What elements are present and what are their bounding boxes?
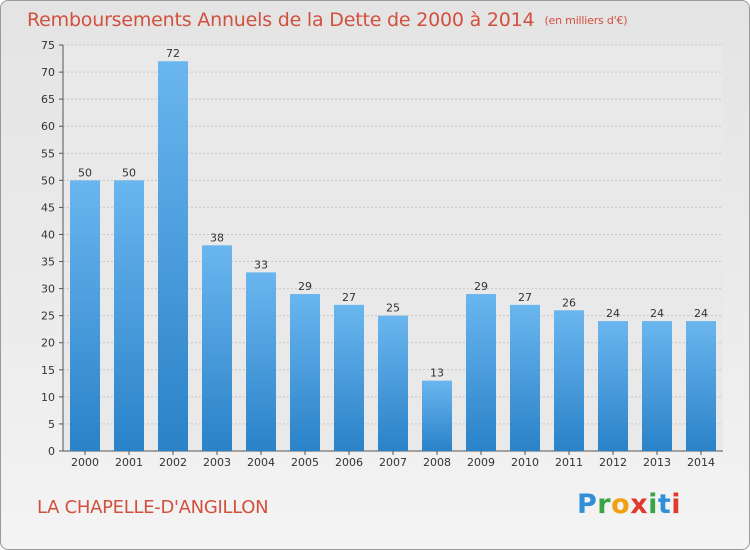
- x-tick-label: 2002: [159, 456, 187, 469]
- x-tick-label: 2008: [423, 456, 451, 469]
- data-label: 24: [694, 307, 708, 320]
- bar-2000: [70, 180, 100, 452]
- data-label: 25: [386, 302, 400, 315]
- bar-2010: [510, 304, 540, 451]
- data-label: 26: [562, 296, 576, 309]
- bar-2009: [466, 294, 496, 451]
- commune-name: LA CHAPELLE-D'ANGILLON: [37, 497, 269, 518]
- x-tick-label: 2004: [247, 456, 275, 469]
- y-tick-label: 50: [41, 174, 55, 187]
- bar-2006: [334, 304, 364, 451]
- bar-2013: [642, 321, 672, 451]
- data-label: 38: [210, 231, 224, 244]
- bar-2003: [202, 245, 232, 451]
- bar-2001: [114, 180, 144, 452]
- x-tick-label: 2011: [555, 456, 583, 469]
- y-tick-label: 25: [41, 310, 55, 323]
- x-tick-label: 2014: [687, 456, 715, 469]
- y-tick-label: 0: [48, 445, 55, 458]
- x-tick-label: 2012: [599, 456, 627, 469]
- x-tick-label: 2003: [203, 456, 231, 469]
- data-label: 13: [430, 367, 444, 380]
- logo-letter: i: [671, 489, 682, 520]
- x-tick-label: 2006: [335, 456, 363, 469]
- y-tick-label: 30: [41, 283, 55, 296]
- data-label: 50: [122, 166, 136, 179]
- data-label: 50: [78, 166, 92, 179]
- y-tick-label: 5: [48, 418, 55, 431]
- logo-letter: x: [630, 489, 649, 520]
- y-tick-label: 40: [41, 228, 55, 241]
- y-tick-label: 60: [41, 120, 55, 133]
- logo-letter: P: [577, 489, 598, 520]
- data-label: 24: [650, 307, 664, 320]
- y-tick-label: 70: [41, 66, 55, 79]
- data-label: 27: [342, 291, 356, 304]
- logo-letter: i: [648, 489, 658, 520]
- x-tick-label: 2010: [511, 456, 539, 469]
- data-label: 27: [518, 291, 532, 304]
- y-tick-label: 35: [41, 256, 55, 269]
- logo-letter: t: [657, 489, 672, 520]
- y-tick-label: 65: [41, 93, 55, 106]
- data-label: 29: [474, 280, 488, 293]
- proxiti-logo: Proxiti: [577, 489, 681, 523]
- bar-2005: [290, 294, 320, 451]
- logo-letter: r: [597, 489, 612, 520]
- y-tick-label: 10: [41, 391, 55, 404]
- x-tick-label: 2001: [115, 456, 143, 469]
- bar-2011: [554, 310, 584, 451]
- bar-2007: [378, 315, 408, 451]
- y-tick-label: 20: [41, 337, 55, 350]
- data-label: 33: [254, 258, 268, 271]
- data-label: 24: [606, 307, 620, 320]
- bar-2008: [422, 380, 452, 451]
- title-text: Remboursements Annuels de la Dette de 20…: [27, 9, 535, 31]
- data-label: 72: [166, 47, 180, 60]
- chart-title: Remboursements Annuels de la Dette de 20…: [27, 9, 628, 31]
- unit-label: (en milliers d'€): [544, 14, 628, 27]
- x-tick-label: 2000: [71, 456, 99, 469]
- bar-2012: [598, 321, 628, 451]
- y-tick-label: 45: [41, 201, 55, 214]
- x-tick-label: 2009: [467, 456, 495, 469]
- data-label: 29: [298, 280, 312, 293]
- bar-2004: [246, 272, 276, 451]
- y-tick-label: 15: [41, 364, 55, 377]
- logo-letter: o: [611, 489, 631, 520]
- x-tick-label: 2007: [379, 456, 407, 469]
- y-tick-label: 55: [41, 147, 55, 160]
- x-tick-label: 2005: [291, 456, 319, 469]
- y-tick-label: 75: [41, 39, 55, 52]
- x-tick-label: 2013: [643, 456, 671, 469]
- bar-2002: [158, 61, 188, 452]
- bar-2014: [686, 321, 716, 451]
